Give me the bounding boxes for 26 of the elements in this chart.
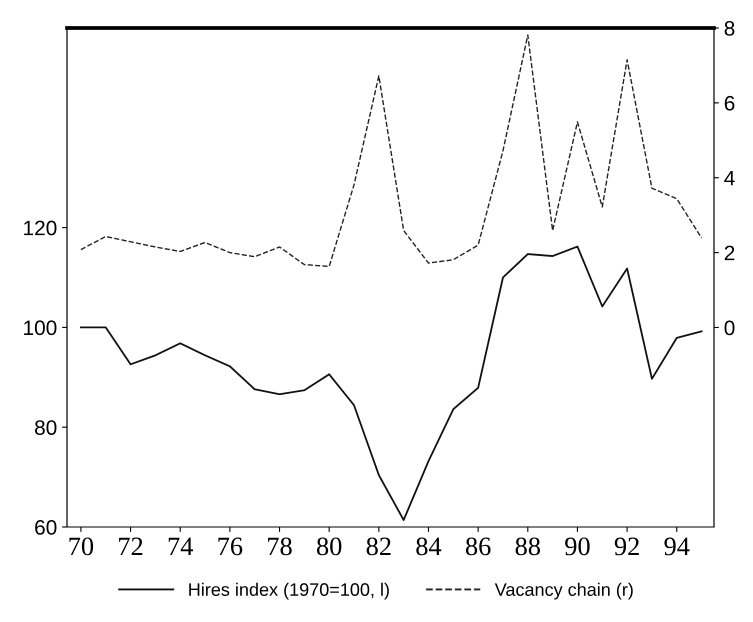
x-tick-label: 82: [366, 537, 391, 556]
y2-tick-label: 6: [724, 96, 734, 111]
x-tick-label: 92: [614, 538, 639, 556]
x-tick-label: 76: [218, 538, 242, 556]
x-tick-label: 78: [268, 537, 292, 556]
y-tick-label: 60: [35, 520, 56, 535]
x-tick-label: 74: [168, 538, 193, 556]
y-tick-label: 120: [24, 220, 56, 236]
y2-tick-label: 4: [724, 170, 735, 186]
x-tick-label: 72: [119, 538, 142, 556]
x-tick-label: 88: [516, 537, 540, 556]
line-series: [80, 34, 702, 268]
y-tick-label: 80: [35, 420, 56, 435]
y2-tick-label: 2: [724, 246, 734, 260]
x-tick-label: 94: [664, 538, 690, 556]
legend-label: Vacancy chain (r): [494, 582, 633, 600]
y2-tick-label: 0: [724, 320, 734, 336]
y-tick-label: 100: [24, 320, 56, 336]
x-tick-label: 70: [69, 537, 94, 556]
y2-tick-label: 8: [724, 21, 734, 36]
x-tick-label: 80: [316, 537, 342, 556]
x-tick-label: 86: [466, 537, 491, 556]
x-tick-label: 84: [416, 537, 442, 556]
x-tick-label: 90: [565, 537, 590, 556]
line-series: [80, 246, 702, 521]
legend-label: Hires index (1970=100, l): [189, 582, 389, 600]
